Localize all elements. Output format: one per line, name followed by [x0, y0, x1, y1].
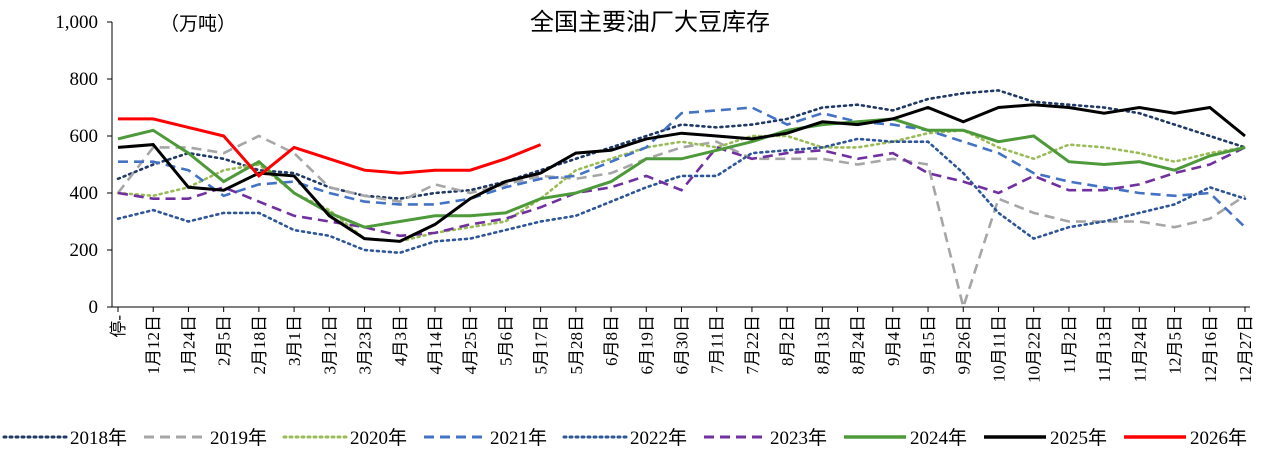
series-line	[116, 89, 1247, 201]
x-tick-label: 7月11日	[708, 315, 727, 374]
x-tick-label: 9月15日	[919, 315, 938, 375]
series-line	[117, 103, 1246, 243]
x-tick-label: 8月2日	[778, 315, 797, 366]
x-tick-label: 6月19日	[637, 315, 656, 375]
x-tick-label: 3月1日	[285, 315, 304, 366]
x-tick-label: 6月30日	[673, 315, 692, 375]
series-line	[117, 117, 1246, 229]
x-tick-label: 5月28日	[567, 315, 586, 375]
y-tick-label: 1,000	[55, 12, 98, 33]
legend-label: 2024年	[910, 427, 967, 448]
x-tick-label: 11月2日	[1060, 315, 1079, 374]
x-tick-label: 10月11日	[989, 315, 1008, 382]
x-tick-label: 5月17日	[532, 315, 551, 375]
x-tick-label: 7月22日	[743, 315, 762, 375]
legend-label: 2025年	[1050, 427, 1107, 448]
y-tick-label: 0	[89, 297, 99, 318]
x-tick-label: 3月12日	[320, 315, 339, 375]
x-tick-label: 2月18日	[250, 315, 269, 375]
y-tick-label: 400	[70, 183, 99, 204]
series-line	[116, 137, 1247, 255]
y-unit: （万吨）	[160, 13, 236, 35]
x-tick-label: 12月5日	[1166, 315, 1185, 375]
x-tick-label: 8月24日	[849, 315, 868, 375]
x-tick-label: 4月14日	[426, 315, 445, 375]
x-tick-label: 8月13日	[813, 315, 832, 375]
legend-label: 2020年	[350, 427, 407, 448]
y-tick-label: 600	[70, 126, 99, 147]
x-tick-label: 1月24日	[179, 315, 198, 375]
legend-label: 2022年	[630, 427, 687, 448]
x-tick-label: 停-	[109, 315, 128, 338]
legend-label: 2019年	[210, 427, 267, 448]
legend-label: 2018年	[70, 427, 127, 448]
x-tick-label: 3月23日	[356, 315, 375, 375]
x-tick-label: 11月24日	[1130, 315, 1149, 382]
x-tick-label: 1月12日	[144, 315, 163, 375]
x-tick-label: 4月3日	[391, 315, 410, 366]
chart-title: 全国主要油厂大豆库存	[530, 9, 770, 36]
x-tick-label: 6月8日	[602, 315, 621, 366]
legend-label: 2021年	[490, 427, 547, 448]
y-tick-label: 800	[70, 69, 99, 90]
x-tick-label: 9月4日	[884, 315, 903, 366]
series-line	[117, 145, 1246, 238]
x-tick-label: 4月25日	[461, 315, 480, 375]
y-tick-label: 200	[70, 240, 99, 261]
x-tick-label: 11月13日	[1095, 315, 1114, 382]
legend-label: 2023年	[770, 427, 827, 448]
x-tick-label: 9月26日	[954, 315, 973, 375]
legend-label: 2026年	[1190, 427, 1247, 448]
x-tick-label: 2月5日	[215, 315, 234, 366]
x-tick-label: 5月6日	[496, 315, 515, 366]
series-line	[118, 106, 1246, 229]
x-tick-label: 12月27日	[1236, 315, 1255, 383]
x-tick-label: 12月16日	[1201, 315, 1220, 383]
series-line	[118, 117, 542, 178]
x-tick-label: 10月22日	[1025, 315, 1044, 383]
